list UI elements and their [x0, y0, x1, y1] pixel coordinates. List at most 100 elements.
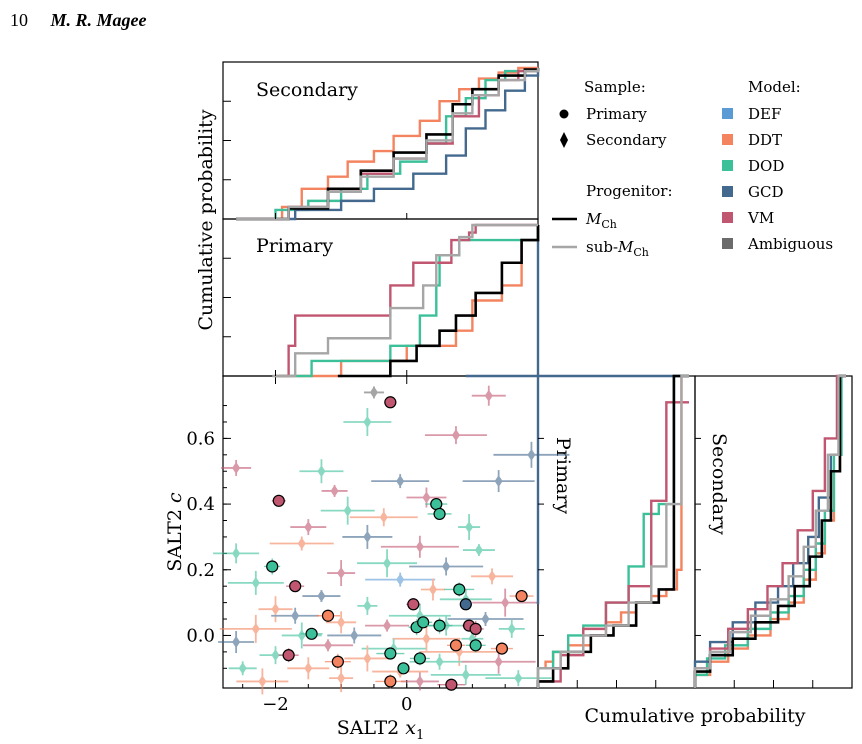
panel-label-secondary-top: Secondary [256, 79, 358, 101]
plots: −2 0 0.0 0.2 0.4 0.6 SALT2 x1 SALT2 c [164, 61, 853, 743]
secondary-point [363, 652, 372, 665]
secondary-point [304, 521, 313, 534]
legend-sample-title: Sample: [584, 78, 646, 96]
top-secondary-cdf-sub-M_Ch [236, 68, 540, 221]
primary-point [321, 609, 335, 622]
legend-submch-label: sub-MCh [586, 238, 649, 259]
secondary-point [297, 629, 306, 642]
secondary-point [488, 570, 497, 583]
secondary-point [251, 622, 260, 635]
secondary-point [507, 622, 516, 635]
secondary-point [297, 537, 306, 550]
top-secondary-cdf-GCD [236, 68, 540, 221]
legend-model-Ambiguous: Ambiguous [747, 235, 833, 253]
legend-circle-marker [559, 109, 569, 119]
primary-point [397, 662, 410, 675]
primary-point [469, 639, 482, 652]
legend-model-DOD: DOD [748, 157, 784, 175]
legend-sample-secondary: Secondary [586, 131, 667, 149]
secondary-point [232, 461, 241, 474]
y-axis-label: SALT2 c [164, 492, 186, 572]
page-number: 10 [10, 10, 28, 30]
secondary-point [369, 386, 378, 399]
secondary-point [324, 639, 332, 652]
secondary-point [461, 668, 470, 681]
legend-swatch-Ambiguous [722, 238, 733, 249]
top-secondary-cdf-DDT [236, 66, 538, 221]
cumulative-probability-x-label: Cumulative probability [584, 705, 805, 727]
right-primary-cdf-sub-M_Ch [536, 374, 689, 688]
primary-point [305, 627, 318, 640]
legend-model-items: DEF DDT DOD GCD VM Ambiguous [722, 105, 833, 253]
panel-label-primary-top: Primary [256, 235, 333, 257]
primary-point [384, 675, 397, 688]
primary-point [449, 639, 463, 652]
x-tick-label: 0 [401, 694, 412, 715]
primary-point [282, 649, 295, 662]
x-tick-label: −2 [262, 694, 289, 715]
secondary-point [337, 672, 346, 685]
right-secondary-cdf-GCD [693, 374, 846, 688]
top-primary-cdf-sub-M_Ch [272, 223, 538, 378]
secondary-point [494, 655, 503, 668]
secondary-point [435, 655, 444, 668]
legend-mch-label: MCh [585, 210, 617, 231]
secondary-point [396, 573, 405, 586]
secondary-point [422, 491, 431, 504]
legend-model-GCD: GCD [748, 183, 784, 201]
primary-point [384, 647, 397, 660]
legend-swatch-DOD [722, 160, 733, 171]
legend-model-VM: VM [747, 209, 774, 227]
legend-sample-primary: Primary [586, 105, 647, 123]
secondary-point [481, 613, 490, 626]
legend-model-DDT: DDT [748, 131, 782, 149]
secondary-point [232, 547, 241, 560]
secondary-point [363, 415, 372, 428]
primary-point [384, 396, 397, 409]
secondary-point [232, 636, 241, 649]
secondary-point [442, 560, 451, 573]
secondary-point [383, 557, 392, 570]
top-secondary-cdf-DOD [236, 68, 540, 221]
secondary-point [422, 632, 431, 645]
top-primary-cdf-M_Ch [337, 225, 540, 378]
secondary-point [527, 448, 536, 461]
right-primary-cdf-VM [536, 401, 689, 688]
secondary-point [251, 576, 260, 589]
y-tick-label: 0.4 [186, 494, 215, 515]
y-tick-label: 0.6 [186, 428, 215, 449]
primary-point [469, 622, 482, 635]
secondary-point [330, 484, 339, 497]
secondary-point [350, 629, 359, 642]
secondary-point [271, 649, 280, 662]
secondary-point [415, 540, 424, 553]
primary-points [264, 396, 534, 691]
primary-point [407, 598, 420, 611]
secondary-point [317, 465, 326, 478]
right-secondary-cdf-VM [693, 374, 846, 688]
secondary-point [271, 603, 280, 616]
right-primary-cdf-M_Ch [536, 374, 689, 688]
legend-model-title: Model: [748, 78, 801, 96]
primary-point [331, 655, 344, 668]
legend-swatch-DEF [722, 108, 733, 119]
secondary-point [484, 389, 493, 402]
panel-label-secondary-right: Secondary [708, 433, 730, 535]
x-axis-label: SALT2 x1 [337, 717, 425, 743]
y-tick-label: 0.2 [186, 560, 215, 581]
secondary-point [291, 609, 300, 622]
right-primary-cdf-GCD [536, 374, 689, 605]
primary-point [289, 580, 302, 593]
primary-point [515, 589, 528, 603]
legend-swatch-VM [722, 212, 733, 223]
secondary-point [429, 583, 437, 596]
secondary-point [238, 662, 247, 675]
legend-progenitor-title: Progenitor: [586, 182, 673, 200]
primary-point [266, 560, 279, 573]
secondary-point [383, 619, 392, 632]
panel-frame-rp [537, 375, 696, 689]
legend: Sample: Primary Secondary Progenitor: MC… [552, 78, 833, 259]
secondary-point [343, 504, 352, 517]
secondary-point [337, 567, 346, 580]
